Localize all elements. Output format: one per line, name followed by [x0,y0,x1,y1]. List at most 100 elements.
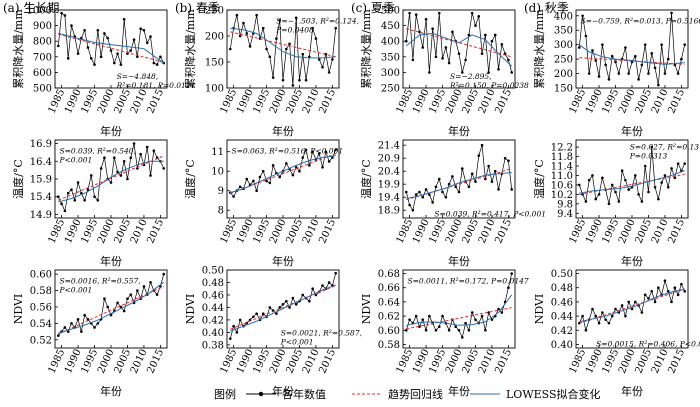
data-point [624,46,627,49]
data-point [591,49,594,52]
y-tick-label: 0.46 [551,297,573,308]
data-point [604,318,607,321]
data-point [444,46,448,49]
stat-annotation: P=0.0313 [629,152,668,161]
data-point [103,32,106,35]
data-point [311,150,314,153]
data-point [487,164,490,168]
y-axis-label: NDVI [184,294,197,325]
data-point [298,169,301,173]
y-tick-label: 14.9 [30,210,52,221]
data-point [424,328,428,332]
data-point [278,175,282,179]
y-tick-label: 0.56 [30,302,52,313]
y-tick-label: 10.6 [551,180,573,191]
data-point [627,188,631,191]
data-point [577,46,581,49]
data-point [584,328,588,332]
trend-line [58,155,164,201]
data-point [630,307,634,311]
data-point [70,322,73,325]
y-tick-label: 11.0 [551,171,573,182]
y-tick-label: 16.9 [30,139,52,150]
data-point [643,43,647,46]
y-tick-label: 16.4 [30,157,52,168]
data-point [265,47,268,51]
trend-line [230,153,336,195]
data-point [683,162,687,165]
stat-annotation: S=0.063, R²=0.516, P<0.001 [231,146,343,155]
data-point [56,195,60,199]
data-point [232,324,235,328]
data-point [470,11,474,15]
data-point [627,72,631,75]
data-point [139,27,142,31]
y-axis-label: 温度/°C [359,159,373,199]
data-point [238,318,242,322]
y-tick-label: 300 [381,68,400,79]
stat-annotation: S=0.039, R²=0.417, P<0.001 [434,210,546,219]
data-point [278,19,282,22]
data-point [142,28,146,32]
data-point [331,58,334,61]
data-point [76,52,80,55]
trend-line [406,307,512,330]
data-point [500,43,504,46]
data-point [510,71,514,74]
data-point [480,52,484,55]
y-tick-label: 400 [554,11,573,22]
data-point [594,314,598,318]
data-point [470,311,474,314]
data-point [610,183,614,187]
data-point [155,293,159,296]
data-point [294,303,298,306]
panel-title: (b) 春季 [175,1,220,15]
y-axis-label: 累积降水量/mm [183,9,197,89]
data-point [487,71,490,74]
data-point [647,72,650,75]
data-point [470,172,474,176]
data-point [477,14,481,18]
y-tick-label: 0.64 [378,297,400,308]
data-point [284,47,288,51]
data-point [493,169,497,173]
data-point [139,152,142,156]
data-point [437,325,441,329]
stat-annotation: P<0.001 [58,155,92,164]
data-point [437,11,441,15]
panel-r0c3: 1502002503003504001985199019952000200520… [524,1,700,138]
data-point [334,148,338,152]
data-point [676,162,680,165]
data-point [457,52,461,55]
data-point [660,181,663,184]
data-point [428,314,431,318]
data-point [129,49,133,52]
data-point [663,174,667,177]
trend-line [230,31,336,58]
data-point [248,45,252,48]
data-point [594,197,598,201]
data-point [676,293,680,297]
data-point [647,297,650,300]
data-point [261,169,265,173]
data-point [431,201,434,204]
y-tick-label: 250 [205,6,224,17]
y-tick-label: 10 [211,167,224,178]
data-point [408,11,411,15]
data-point [480,314,484,318]
data-point [624,314,627,318]
data-point [617,200,621,203]
data-point [228,337,232,340]
data-point [288,42,291,46]
lowess-line [406,172,512,199]
y-axis-label: 累积降水量/mm [359,9,373,89]
data-point [103,156,106,160]
data-point [657,197,660,201]
data-point [633,174,637,177]
stat-annotation: S=0.0016, R²=0.557, [59,276,140,285]
data-point [434,185,438,189]
data-point [271,76,275,79]
data-point [321,284,324,287]
panel-r0c0: 5006007008009001000198519901995200020052… [3,1,195,138]
chart-panels: 5006007008009001000198519901995200020052… [3,1,700,398]
